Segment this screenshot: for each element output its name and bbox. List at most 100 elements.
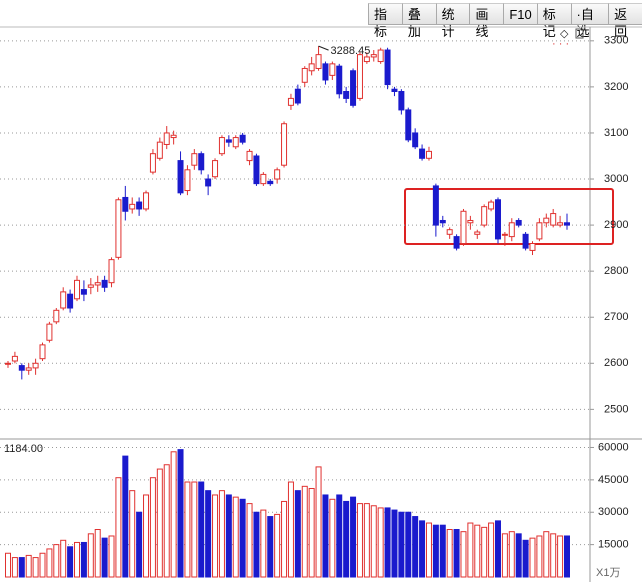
toolbar-button[interactable]: 指标 <box>368 3 402 39</box>
volume-bar <box>356 503 363 578</box>
volume-bar <box>122 455 129 578</box>
candle-body <box>101 279 108 288</box>
candle-body <box>425 150 432 159</box>
candle-body <box>412 132 419 148</box>
volume-bar <box>419 520 426 578</box>
volume-bar <box>94 529 101 578</box>
candle-body <box>39 344 46 360</box>
volume-bar <box>246 503 253 578</box>
candle-body <box>205 178 212 187</box>
candle-body <box>60 291 67 309</box>
y-tick-label: 3300 <box>604 35 628 47</box>
candle-body <box>515 219 522 226</box>
volume-bar <box>239 498 246 578</box>
candle-body <box>274 169 281 180</box>
volume-bar <box>80 541 87 578</box>
candle-body <box>287 97 294 106</box>
toolbar-button[interactable]: F10 <box>503 3 537 25</box>
candle-body <box>398 90 405 111</box>
volume-bar <box>460 531 467 578</box>
volume-bar <box>391 509 398 578</box>
candle-body <box>557 222 564 226</box>
volume-bar <box>543 531 550 578</box>
volume-bar <box>467 522 474 578</box>
y-tick-label: 3100 <box>604 127 628 139</box>
candle-body <box>212 160 219 178</box>
candle-body <box>260 173 267 185</box>
volume-bar <box>432 524 439 578</box>
volume-bar <box>129 490 136 578</box>
volume-bar <box>177 449 184 578</box>
candle-body <box>87 284 94 288</box>
volume-bar <box>412 516 419 578</box>
volume-bar <box>405 511 412 578</box>
volume-bar <box>425 522 432 578</box>
volume-bar <box>170 451 177 578</box>
candle-body <box>18 365 25 371</box>
volume-bar <box>225 494 232 578</box>
toolbar-button[interactable]: 叠加 <box>401 3 436 39</box>
candle-body <box>143 192 150 210</box>
candle-body <box>108 259 115 284</box>
candle-body <box>163 132 170 145</box>
candle-body <box>384 49 391 86</box>
candle-body <box>322 63 329 81</box>
candle-body <box>536 222 543 240</box>
candle-body <box>377 49 384 63</box>
volume-bar <box>218 490 225 578</box>
candle-body <box>446 229 453 235</box>
y-tick-label: 3200 <box>604 81 628 93</box>
volume-bar <box>198 481 205 578</box>
candle-body <box>136 201 143 210</box>
candle-body <box>267 180 274 185</box>
volume-bar <box>39 552 46 578</box>
candle-body <box>467 219 474 224</box>
volume-bar <box>53 544 60 578</box>
volume-bar <box>377 507 384 578</box>
candle-body <box>184 169 191 192</box>
volume-bar <box>11 557 18 578</box>
volume-bar <box>267 516 274 578</box>
candle-body <box>46 323 53 341</box>
volume-bar <box>370 505 377 578</box>
volume-bar <box>232 496 239 578</box>
candle-body <box>281 123 288 166</box>
volume-bar <box>308 487 315 578</box>
volume-bar <box>508 531 515 578</box>
candle-body <box>550 213 557 226</box>
y-tick-label: 2600 <box>604 357 628 369</box>
y-tick-label: 2900 <box>604 219 628 231</box>
volume-bar <box>398 511 405 578</box>
volume-bar <box>25 554 32 578</box>
y-tick-label: 60000 <box>598 441 629 453</box>
volume-bar <box>184 481 191 578</box>
candle-body <box>253 155 260 185</box>
volume-bar <box>156 468 163 578</box>
volume-bar <box>363 503 370 578</box>
candle-body <box>94 282 101 286</box>
candle-body <box>329 63 336 76</box>
volume-bar <box>294 490 301 578</box>
y-tick-label: 15000 <box>598 539 629 551</box>
candle-body <box>67 293 74 309</box>
candle-body <box>246 150 253 162</box>
volume-bar <box>18 557 25 578</box>
candle-body <box>53 309 60 323</box>
toolbar-button[interactable]: 返回 <box>608 3 642 39</box>
volume-bar <box>550 533 557 578</box>
volume-bar <box>253 511 260 578</box>
candle-body <box>177 160 184 194</box>
volume-bar <box>322 494 329 578</box>
toolbar-button[interactable]: 标记 <box>536 3 571 39</box>
volume-unit: X1万 <box>596 567 620 579</box>
volume-bar <box>60 539 67 578</box>
candle-body <box>356 54 363 99</box>
candle-body <box>122 196 129 212</box>
candle-body <box>481 206 488 226</box>
volume-bar <box>143 494 150 578</box>
toolbar-button[interactable]: 画线 <box>469 3 504 39</box>
volume-bar <box>136 511 143 578</box>
toolbar-button[interactable]: 统计 <box>435 3 470 39</box>
candle-body <box>74 279 81 300</box>
